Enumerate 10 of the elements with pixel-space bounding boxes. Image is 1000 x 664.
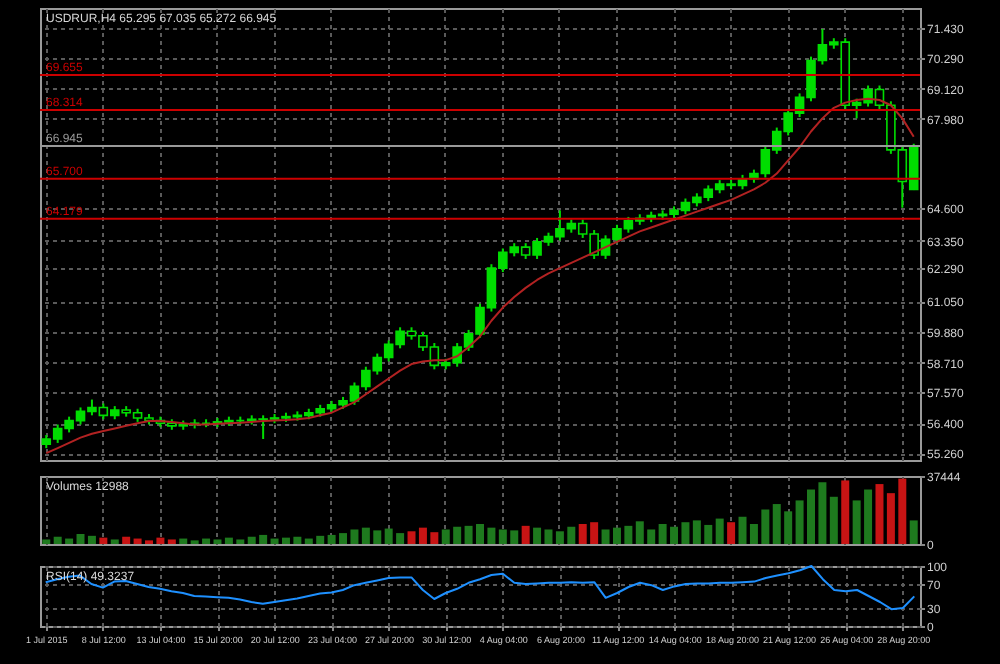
bar — [122, 536, 131, 544]
bar — [829, 496, 838, 544]
bar — [875, 484, 884, 544]
line-series — [44, 565, 916, 611]
bar — [715, 518, 724, 544]
bar — [909, 520, 918, 544]
bar — [179, 538, 188, 544]
bar — [521, 525, 530, 544]
bar — [727, 522, 736, 544]
bar — [99, 537, 108, 544]
